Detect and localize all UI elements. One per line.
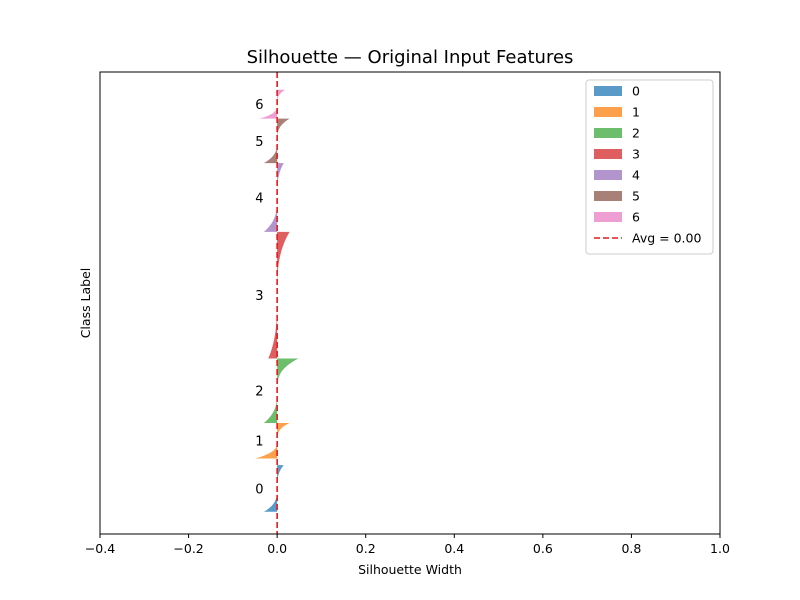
cluster-label-6: 6 (255, 98, 263, 113)
legend-label-3: 3 (632, 147, 640, 162)
legend: 0 1 2 3 4 5 6 Avg = 0.00 (585, 79, 714, 255)
x-tick-label: 1.0 (710, 541, 730, 556)
legend-label-0: 0 (632, 84, 640, 99)
legend-swatch-1 (594, 107, 622, 117)
legend-swatch-5 (594, 191, 622, 201)
x-tick-label: 0.4 (444, 541, 464, 556)
cluster-label-2: 2 (255, 385, 263, 400)
legend-box (585, 79, 714, 255)
x-axis-label: Silhouette Width (358, 562, 462, 577)
legend-label-4: 4 (632, 168, 640, 183)
cluster-label-1: 1 (255, 435, 263, 450)
silhouette-area-3 (268, 231, 290, 359)
legend-swatch-6 (594, 212, 622, 222)
x-tick-label: 0.0 (267, 541, 287, 556)
x-tick-label: −0.2 (173, 541, 203, 556)
x-tick-label: 0.8 (621, 541, 641, 556)
chart-title: Silhouette — Original Input Features (247, 47, 574, 68)
cluster-label-4: 4 (255, 191, 263, 206)
plot-frame (99, 71, 721, 535)
y-axis-label: Class Label (78, 268, 93, 339)
legend-label-1: 1 (632, 105, 640, 120)
x-tick-label: 0.6 (533, 541, 553, 556)
cluster-label-0: 0 (255, 482, 263, 497)
legend-label-2: 2 (632, 126, 640, 141)
legend-label-5: 5 (632, 189, 640, 204)
cluster-labels: 0 1 2 3 4 5 6 (255, 98, 263, 497)
cluster-label-5: 5 (255, 135, 263, 150)
legend-swatch-3 (594, 149, 622, 159)
legend-swatch-0 (594, 86, 622, 96)
x-tick-label: 0.2 (356, 541, 376, 556)
legend-label-average: Avg = 0.00 (632, 231, 701, 246)
x-tick-label: −0.4 (85, 541, 115, 556)
cluster-label-3: 3 (255, 289, 263, 304)
legend-label-6: 6 (632, 210, 640, 225)
silhouette-area-2 (263, 358, 299, 423)
x-axis-ticks: −0.4 −0.2 0.0 0.2 0.4 0.6 0.8 1.0 (85, 534, 730, 556)
legend-swatch-2 (594, 128, 622, 138)
legend-swatch-4 (594, 170, 622, 180)
